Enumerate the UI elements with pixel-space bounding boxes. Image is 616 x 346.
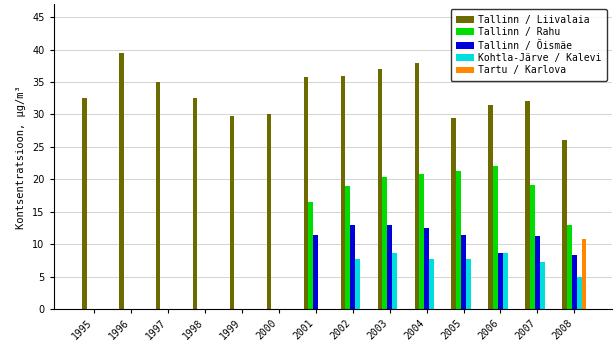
Bar xyxy=(346,186,350,309)
Bar xyxy=(525,101,530,309)
Bar xyxy=(304,77,309,309)
Bar xyxy=(493,166,498,309)
Bar xyxy=(378,69,383,309)
Bar xyxy=(392,253,397,309)
Bar xyxy=(119,53,123,309)
Bar xyxy=(424,228,429,309)
Bar xyxy=(530,184,535,309)
Y-axis label: Kontsentratsioon, μg/m³: Kontsentratsioon, μg/m³ xyxy=(17,85,26,228)
Bar xyxy=(387,225,392,309)
Bar xyxy=(355,258,360,309)
Legend: Tallinn / Liivalaia, Tallinn / Rahu, Tallinn / Õismäe, Kohtla-Järve / Kalevi, Ta: Tallinn / Liivalaia, Tallinn / Rahu, Tal… xyxy=(450,9,607,81)
Bar xyxy=(429,259,434,309)
Bar xyxy=(309,202,313,309)
Bar xyxy=(267,115,272,309)
Bar xyxy=(572,255,577,309)
Bar xyxy=(415,63,419,309)
Bar xyxy=(230,116,235,309)
Bar xyxy=(498,253,503,309)
Bar xyxy=(341,75,346,309)
Bar xyxy=(313,235,318,309)
Bar xyxy=(466,258,471,309)
Bar xyxy=(156,82,161,309)
Bar xyxy=(456,171,461,309)
Bar xyxy=(503,253,508,309)
Bar xyxy=(350,225,355,309)
Bar xyxy=(562,140,567,309)
Bar xyxy=(383,177,387,309)
Bar xyxy=(567,225,572,309)
Bar xyxy=(461,235,466,309)
Bar xyxy=(82,98,86,309)
Bar xyxy=(535,236,540,309)
Bar xyxy=(452,118,456,309)
Bar xyxy=(193,98,198,309)
Bar xyxy=(419,174,424,309)
Bar xyxy=(540,262,545,309)
Bar xyxy=(488,105,493,309)
Bar xyxy=(582,239,586,309)
Bar xyxy=(577,277,582,309)
